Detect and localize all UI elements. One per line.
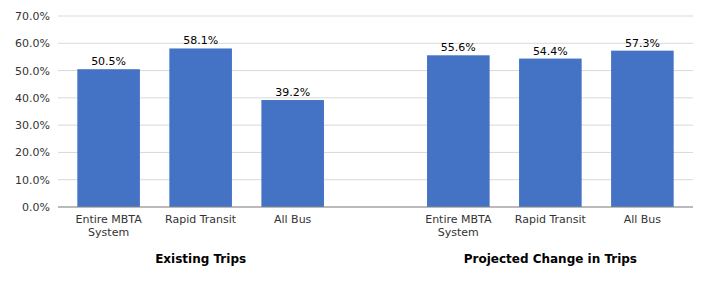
grid-line: [58, 152, 693, 153]
y-tick-label: 20.0%: [15, 146, 50, 159]
grid-line: [58, 125, 693, 126]
y-tick-label: 70.0%: [15, 10, 50, 23]
y-tick-label: 50.0%: [15, 65, 50, 78]
grid-line: [58, 16, 693, 17]
y-tick-label: 10.0%: [15, 174, 50, 187]
y-tick-label: 60.0%: [15, 37, 50, 50]
labels: 50.5% Entire MBTASystem 58.1% Rapid Transit…: [75, 34, 661, 239]
grid-line: [58, 97, 693, 98]
bar: [169, 48, 232, 207]
bars: [77, 48, 673, 207]
grid-line: [58, 70, 693, 71]
data-label: 57.3%: [625, 37, 660, 50]
x-tick-label: All Bus: [274, 213, 312, 226]
data-label: 39.2%: [275, 86, 310, 99]
data-label: 50.5%: [91, 55, 126, 68]
bar: [261, 100, 324, 207]
x-tick-label: Entire MBTASystem: [425, 213, 492, 239]
x-tick-label: Rapid Transit: [515, 213, 587, 226]
bar: [611, 51, 674, 207]
grid: [58, 16, 693, 207]
grid-line: [58, 179, 693, 180]
bar: [427, 55, 490, 207]
y-tick-label: 30.0%: [15, 119, 50, 132]
x-tick-label: Entire MBTASystem: [75, 213, 142, 239]
grid-line: [58, 207, 693, 208]
grid-line: [58, 43, 693, 44]
group-label: Existing Trips: [155, 252, 246, 266]
chart: 0.0% 10.0% 20.0% 30.0% 40.0% 50.0% 60.0% 70.0% 5…: [0, 0, 707, 289]
y-tick-label: 40.0%: [15, 92, 50, 105]
data-label: 55.6%: [441, 41, 476, 54]
x-tick-label: Rapid Transit: [165, 213, 237, 226]
data-label: 58.1%: [183, 34, 218, 47]
data-label: 54.4%: [533, 45, 568, 58]
bar: [519, 59, 582, 207]
x-axis-line: [58, 207, 693, 208]
x-tick-label: All Bus: [624, 213, 662, 226]
bar: [77, 69, 140, 207]
group-label: Projected Change in Trips: [464, 252, 637, 266]
y-tick-label: 0.0%: [22, 201, 50, 214]
